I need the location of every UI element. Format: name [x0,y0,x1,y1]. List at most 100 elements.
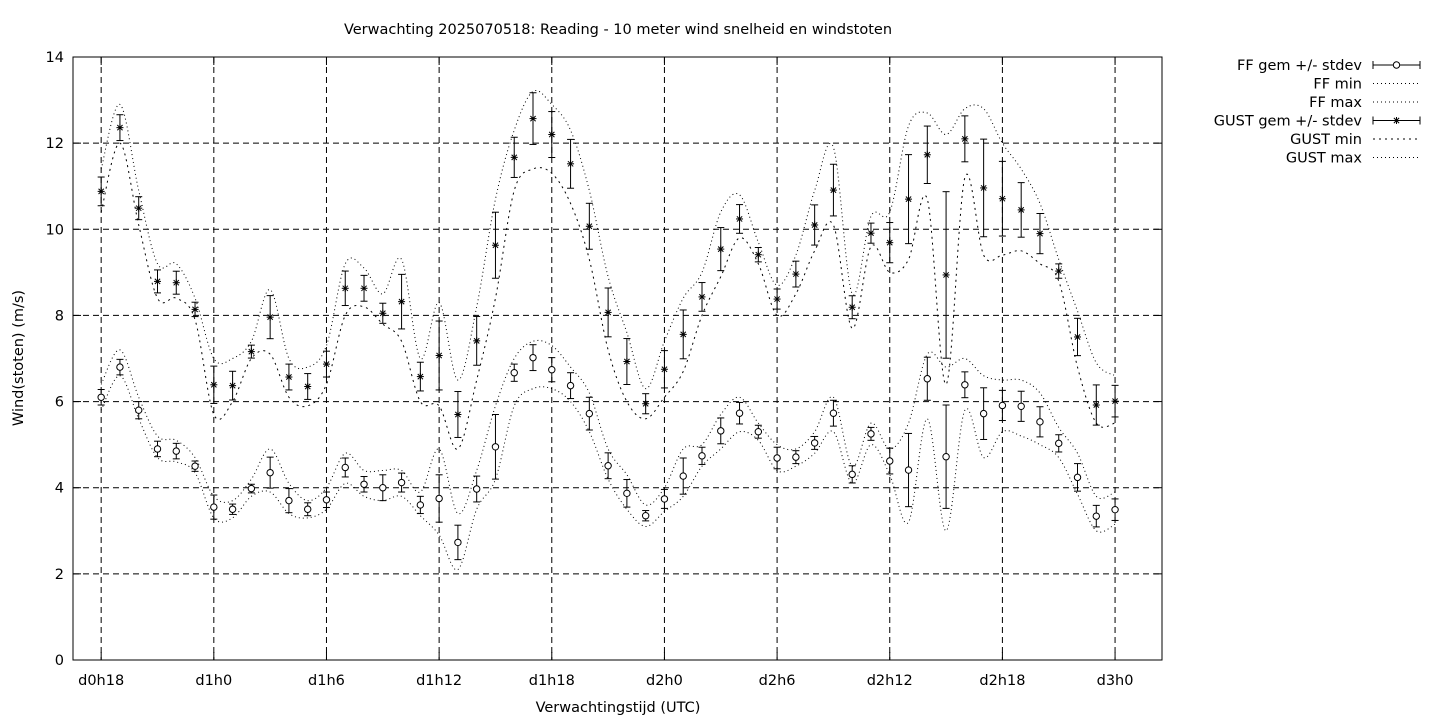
data-point-gust-gem-stdev [379,309,387,317]
legend-swatch-gust-gem-stdev [1372,116,1421,125]
errorbar-gust-gem-stdev [604,287,612,338]
errorbar-gust-gem-stdev [322,350,330,378]
data-point-gust-gem-stdev [923,151,931,159]
star-stroke [830,187,837,194]
errorbar-gust-gem-stdev [1017,182,1025,238]
errorbar-ff-gem-stdev [472,475,481,503]
data-point-ff-gem-stdev [303,505,312,513]
legend-marker [1393,117,1400,124]
errorbar-ff-gem-stdev [379,474,387,502]
data-point-ff-gem-stdev [585,409,594,418]
errorbar-gust-gem-stdev [848,295,856,320]
star-stroke [1018,206,1025,213]
y-tick-label: 14 [46,50,64,66]
star-stroke [511,154,518,161]
star-stroke [961,135,968,142]
data-point-ff-gem-stdev [923,375,932,383]
errorbar-gust-gem-stdev [172,270,180,295]
x-tick-label: d0h18 [78,673,124,689]
data-point-gust-gem-stdev [585,222,593,230]
data-point-ff-gem-stdev [886,457,894,465]
data-point-ff-gem-stdev [266,468,274,477]
errorbar-gust-gem-stdev [529,92,537,145]
y-tick-label: 12 [46,136,64,152]
errorbar-gust-gem-stdev [773,288,781,310]
errorbar-gust-gem-stdev [698,282,706,312]
errorbar-ff-gem-stdev [1073,463,1082,492]
star-stroke [623,358,630,365]
errorbar-ff-gem-stdev [1055,434,1063,453]
errorbar-gust-gem-stdev [1055,263,1063,279]
data-point-ff-gem-stdev [754,428,763,436]
errorbar-ff-gem-stdev [191,460,199,472]
errorbar-ff-gem-stdev [172,442,180,460]
errorbar-ff-gem-stdev [904,432,913,508]
errorbar-gust-gem-stdev [679,309,687,360]
star-stroke [1055,268,1062,275]
errorbar-ff-gem-stdev [679,457,687,495]
errorbar-ff-gem-stdev [153,440,162,458]
errorbar-ff-gem-stdev [754,424,763,439]
errorbar-gust-gem-stdev [191,301,199,318]
data-point-ff-gem-stdev [491,443,500,451]
data-point-gust-gem-stdev [642,400,650,408]
star-stroke [567,160,574,167]
errorbar-gust-gem-stdev [435,320,443,391]
data-point-ff-gem-stdev [341,463,349,472]
data-point-gust-gem-stdev [623,358,631,366]
errorbar-ff-gem-stdev [867,426,875,441]
data-point-ff-gem-stdev [998,401,1007,410]
x-tick-label: d2h0 [646,673,683,689]
star-stroke [811,222,818,228]
errorbar-gust-gem-stdev [998,160,1006,237]
data-point-ff-gem-stdev [228,505,237,513]
data-point-ff-gem-stdev [867,430,875,438]
data-point-ff-gem-stdev [416,501,425,509]
star-stroke [361,285,368,292]
data-point-gust-gem-stdev [529,115,537,123]
errorbar-ff-gem-stdev [210,494,218,520]
legend: FF gem +/- stdev FF min FF max GUST gem +/-… [1214,58,1421,167]
star-stroke [924,151,931,158]
star-stroke [867,230,874,237]
data-point-ff-gem-stdev [510,369,518,377]
errorbar-gust-gem-stdev [754,247,762,263]
data-point-gust-gem-stdev [792,270,800,278]
errorbar-gust-gem-stdev [961,115,969,163]
star-stroke [398,298,405,305]
errorbar-gust-gem-stdev [247,344,255,359]
data-point-ff-gem-stdev [397,478,406,487]
star-stroke [548,131,555,138]
data-point-ff-gem-stdev [247,484,256,493]
errorbar-gust-gem-stdev [923,125,931,184]
star-stroke [473,337,480,344]
star-stroke [774,296,781,303]
data-point-gust-gem-stdev [1036,230,1044,238]
y-tick-label: 6 [55,395,64,411]
errorbar-ff-gem-stdev [848,465,856,484]
data-point-gust-gem-stdev [773,295,781,303]
data-point-gust-gem-stdev [398,298,406,306]
errorbar-gust-gem-stdev [942,191,950,359]
errorbar-gust-gem-stdev [491,211,499,279]
errorbar-gust-gem-stdev [886,222,894,264]
data-point-gust-gem-stdev [980,184,988,192]
x-axis-label: Verwachtingstijd (UTC) [536,700,701,716]
data-point-gust-gem-stdev [266,313,274,321]
errorbar-ff-gem-stdev [1111,498,1119,521]
data-point-ff-gem-stdev [285,496,293,505]
errorbar-ff-gem-stdev [735,401,744,425]
star-stroke [342,285,349,292]
star-stroke [116,124,123,131]
legend-label-gust-gem-stdev: GUST gem +/- stdev [1214,114,1363,130]
data-point-ff-gem-stdev [829,409,838,417]
legend-label-ff-min: FF min [1313,77,1362,93]
data-point-gust-gem-stdev [867,229,875,237]
star-stroke [417,373,424,380]
data-point-gust-gem-stdev [97,187,105,195]
errorbar-gust-gem-stdev [97,176,105,207]
errorbar-gust-gem-stdev [135,196,143,221]
errorbar-gust-gem-stdev [623,338,631,385]
data-point-gust-gem-stdev [942,271,950,279]
